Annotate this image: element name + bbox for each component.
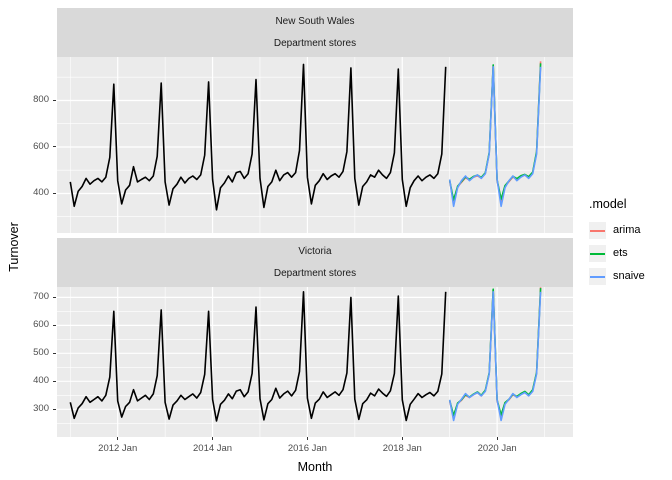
y-tick-mark <box>53 99 56 101</box>
x-tick-mark <box>117 437 119 440</box>
facet-strip-industry-label: Department stores <box>273 37 357 49</box>
plot-panel-victoria <box>57 287 573 437</box>
facet-strip-victoria: Victoria Department stores <box>57 238 573 287</box>
x-tick-label: 2012 Jan <box>98 443 138 454</box>
legend-key <box>589 222 606 239</box>
x-tick-mark <box>212 437 214 440</box>
series-line-actual <box>69 291 447 422</box>
y-tick-mark <box>53 324 56 326</box>
plot-panel-new-south-wales <box>57 57 573 233</box>
legend-title: .model <box>589 197 627 211</box>
panel-canvas <box>57 57 573 233</box>
legend-label: snaive <box>613 270 645 282</box>
x-tick-label: 2020 Jan <box>477 443 517 454</box>
legend-item-snaive: snaive <box>589 268 645 285</box>
y-tick-mark <box>53 146 56 148</box>
y-tick-label: 700 <box>33 291 49 303</box>
x-tick-label: 2018 Jan <box>382 443 422 454</box>
legend-item-ets: ets <box>589 245 645 262</box>
legend-key <box>589 245 606 262</box>
legend-line-icon <box>590 252 605 255</box>
y-tick-mark <box>53 380 56 382</box>
x-tick-mark <box>496 437 498 440</box>
y-tick-mark <box>53 352 56 354</box>
y-tick-label: 400 <box>33 375 49 387</box>
y-axis-title: Turnover <box>7 222 21 272</box>
x-tick-label: 2014 Jan <box>193 443 233 454</box>
series-line-actual <box>69 63 447 211</box>
x-tick-mark <box>306 437 308 440</box>
y-tick-label: 500 <box>33 347 49 359</box>
legend-key <box>589 268 606 285</box>
legend: .model arima ets snaive <box>589 197 645 291</box>
y-tick-label: 400 <box>33 187 49 199</box>
panel-canvas <box>57 287 573 437</box>
y-tick-mark <box>53 192 56 194</box>
y-tick-mark <box>53 408 56 410</box>
x-tick-label: 2016 Jan <box>287 443 327 454</box>
legend-line-icon <box>590 229 605 232</box>
facet-strip-state-label: Victoria <box>298 245 332 257</box>
facet-strip-new-south-wales: New South Wales Department stores <box>57 8 573 57</box>
y-tick-label: 800 <box>33 94 49 106</box>
x-tick-mark <box>401 437 403 440</box>
y-tick-label: 300 <box>33 403 49 415</box>
y-tick-label: 600 <box>33 140 49 152</box>
y-tick-label: 600 <box>33 319 49 331</box>
x-axis-title: Month <box>297 460 333 474</box>
series-line-snaive <box>448 66 542 208</box>
series-line-snaive <box>448 291 542 422</box>
facet-strip-industry-label: Department stores <box>273 267 357 279</box>
legend-item-arima: arima <box>589 222 645 239</box>
y-tick-mark <box>53 296 56 298</box>
legend-line-icon <box>590 275 605 278</box>
facet-strip-state-label: New South Wales <box>275 15 355 27</box>
legend-label: ets <box>613 247 628 259</box>
legend-label: arima <box>613 224 641 236</box>
